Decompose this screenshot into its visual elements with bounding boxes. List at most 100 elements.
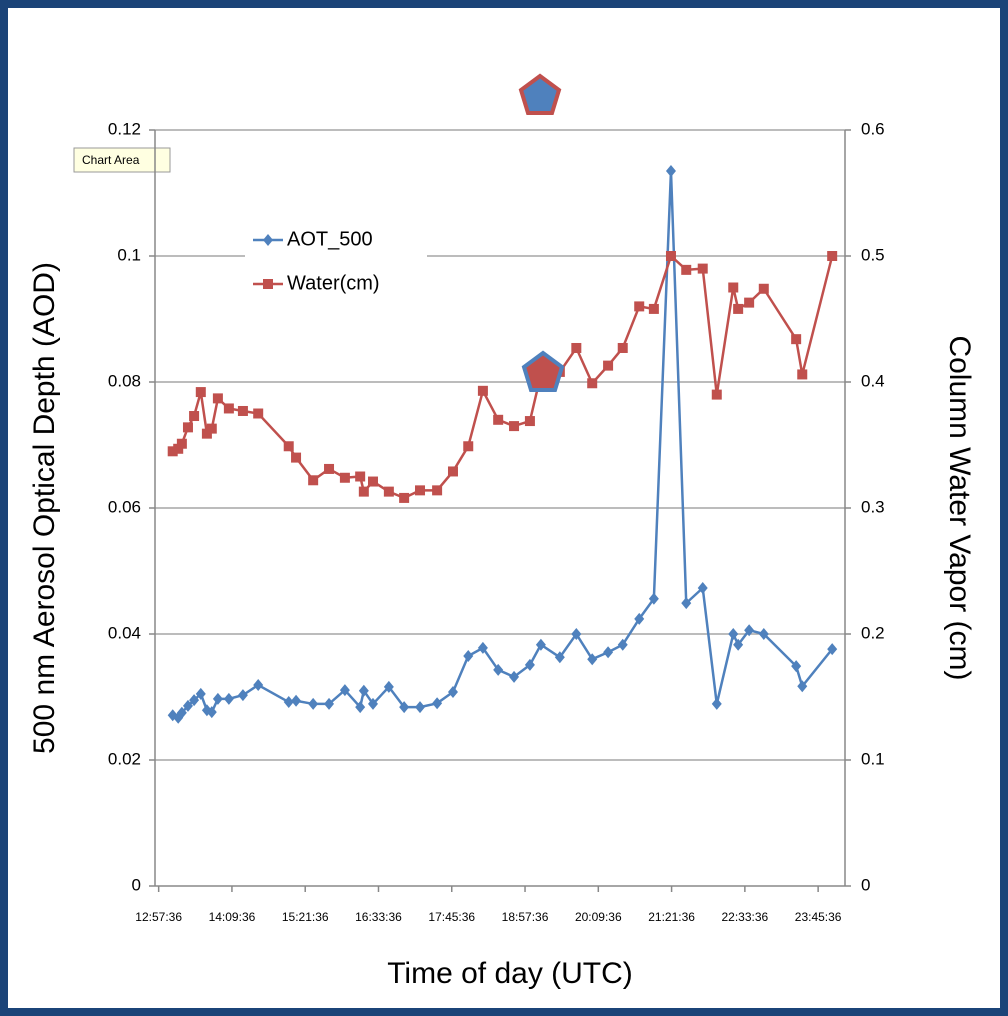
y2-tick-label: 0.2 <box>861 623 885 642</box>
data-point <box>509 670 520 683</box>
data-point <box>367 697 378 710</box>
legend-label: Water(cm) <box>287 272 380 294</box>
data-point <box>554 651 565 664</box>
x-tick-label: 22:33:36 <box>721 910 768 924</box>
y2-tick-label: 0.1 <box>861 749 885 768</box>
tooltip: Chart Area <box>82 153 140 167</box>
data-point <box>648 303 659 314</box>
legend-label: AOT_500 <box>287 228 373 250</box>
y-tick-label: 0.02 <box>108 749 141 768</box>
tooltip-box <box>73 147 171 173</box>
data-point <box>432 485 443 496</box>
data-point <box>237 405 248 416</box>
y-tick-label: 0.04 <box>108 623 141 642</box>
y2-tick-label: 0 <box>861 875 870 894</box>
data-point <box>415 701 426 714</box>
x-tick-label: 14:09:36 <box>209 910 256 924</box>
data-point <box>176 438 187 449</box>
data-point <box>744 297 755 308</box>
shape-handle[interactable] <box>521 350 565 392</box>
data-point <box>665 251 676 261</box>
x-axis-title: Time of day (UTC) <box>387 957 633 990</box>
data-point <box>477 385 488 396</box>
data-point <box>797 369 808 380</box>
data-point <box>697 582 708 595</box>
data-point <box>308 697 319 710</box>
shape-handle[interactable] <box>518 73 562 115</box>
x-tick-label: 21:21:36 <box>648 910 695 924</box>
data-point <box>358 486 369 497</box>
data-point <box>206 706 217 719</box>
data-point <box>447 685 458 698</box>
data-point <box>648 592 659 605</box>
data-point <box>291 694 302 707</box>
data-point <box>758 628 769 640</box>
data-point <box>283 696 294 709</box>
data-point <box>617 638 628 651</box>
data-point <box>827 643 838 656</box>
data-point <box>212 393 223 404</box>
data-point <box>182 422 193 433</box>
data-point <box>758 283 769 294</box>
data-point <box>791 660 802 673</box>
data-point <box>283 441 294 452</box>
data-point <box>415 485 426 496</box>
data-point <box>201 428 212 439</box>
data-point <box>291 452 302 463</box>
data-point <box>634 301 645 312</box>
data-point <box>791 334 802 345</box>
data-point <box>182 699 193 712</box>
data-point <box>681 597 692 610</box>
data-point <box>617 342 628 353</box>
plot: 0 0.02 0.04 0.06 0.08 0.1 0.12 0 0.1 0.2 0.3 0.4 0.5… <box>108 119 885 924</box>
data-point <box>355 471 366 482</box>
legend-items: AOT_500 Water(cm) <box>253 228 380 294</box>
data-point <box>493 414 504 425</box>
data-point <box>711 389 722 400</box>
data-point <box>827 251 838 261</box>
data-point <box>173 443 184 454</box>
data-point <box>535 638 546 651</box>
data-point <box>728 282 739 293</box>
data-point <box>339 472 350 483</box>
y2-tick-label: 0.4 <box>861 371 885 390</box>
data-point <box>634 612 645 625</box>
data-point <box>603 646 614 659</box>
y-tick-label: 0 <box>132 875 141 894</box>
data-point <box>571 342 582 353</box>
data-point <box>524 416 535 427</box>
data-point <box>167 446 178 457</box>
data-point <box>223 403 234 414</box>
data-point <box>399 701 410 714</box>
x-tick-label: 20:09:36 <box>575 910 622 924</box>
data-point <box>733 638 744 651</box>
data-point <box>189 411 200 422</box>
data-point <box>447 466 458 477</box>
data-point <box>797 680 808 693</box>
data-point <box>603 360 614 371</box>
legend <box>245 222 427 294</box>
data-point <box>212 692 223 705</box>
data-point <box>587 378 598 389</box>
data-point <box>367 476 378 487</box>
x-tick-label: 16:33:36 <box>355 910 402 924</box>
data-point <box>324 463 335 474</box>
legend-marker <box>263 279 273 289</box>
data-point <box>253 679 264 692</box>
y2-tick-label: 0.3 <box>861 497 885 516</box>
data-point <box>711 697 722 710</box>
data-point <box>697 263 708 274</box>
data-point <box>432 697 443 710</box>
y2-axis-title: Column Water Vapor (cm) <box>943 335 976 680</box>
y-axis-title: 500 nm Aerosol Optical Depth (AOD) <box>28 262 61 754</box>
data-point <box>189 694 200 707</box>
data-point <box>665 164 676 177</box>
x-tick-label: 17:45:36 <box>428 910 475 924</box>
data-point <box>324 697 335 710</box>
y2-tick-label: 0.6 <box>861 119 885 138</box>
data-point <box>358 684 369 697</box>
data-point <box>399 492 410 503</box>
y-tick-label: 0.1 <box>117 245 141 264</box>
